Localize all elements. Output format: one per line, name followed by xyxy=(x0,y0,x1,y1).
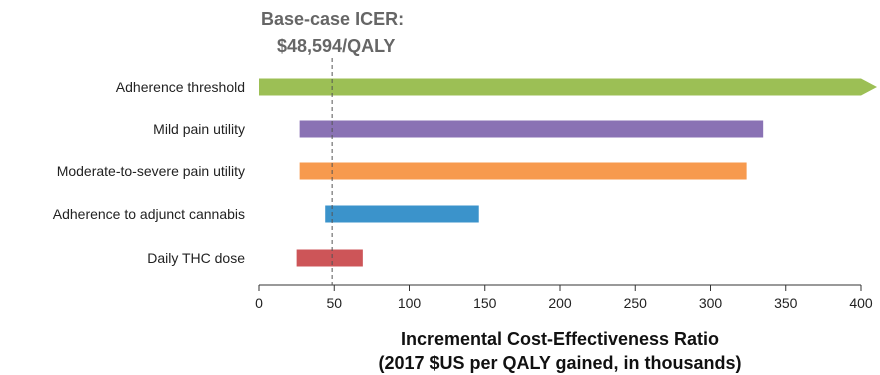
x-tick-label-1: 0 xyxy=(255,295,263,311)
bar-4 xyxy=(325,205,479,223)
reference-label-line1: Base-case ICER: xyxy=(261,9,404,29)
category-label-1: Adherence threshold xyxy=(116,79,245,95)
category-label-2: Mild pain utility xyxy=(153,121,245,137)
category-labels: Adherence threshold Mild pain utility Mode… xyxy=(53,79,245,266)
bars-layer xyxy=(259,78,877,267)
x-axis-ticks: 0 50 100 150 200 250 300 350 400 xyxy=(255,285,873,311)
x-tick-label-6: 250 xyxy=(624,295,648,311)
category-label-3: Moderate-to-severe pain utility xyxy=(57,163,245,179)
x-tick-label-2: 50 xyxy=(326,295,342,311)
x-tick-label-3: 100 xyxy=(398,295,422,311)
category-label-5: Daily THC dose xyxy=(147,250,245,266)
x-tick-label-4: 150 xyxy=(473,295,497,311)
bar-1 xyxy=(259,78,877,96)
bar-3 xyxy=(299,162,747,180)
bar-2 xyxy=(299,120,764,138)
x-tick-label-8: 350 xyxy=(774,295,798,311)
category-label-4: Adherence to adjunct cannabis xyxy=(53,206,245,222)
x-tick-label-9: 400 xyxy=(849,295,873,311)
x-axis-label-line1: Incremental Cost-Effectiveness Ratio xyxy=(401,329,719,349)
x-axis-label-line2: (2017 $US per QALY gained, in thousands) xyxy=(378,353,741,373)
x-tick-label-5: 200 xyxy=(548,295,572,311)
reference-label-line2: $48,594/QALY xyxy=(277,36,395,56)
x-tick-label-7: 300 xyxy=(699,295,723,311)
bar-5 xyxy=(296,249,363,267)
